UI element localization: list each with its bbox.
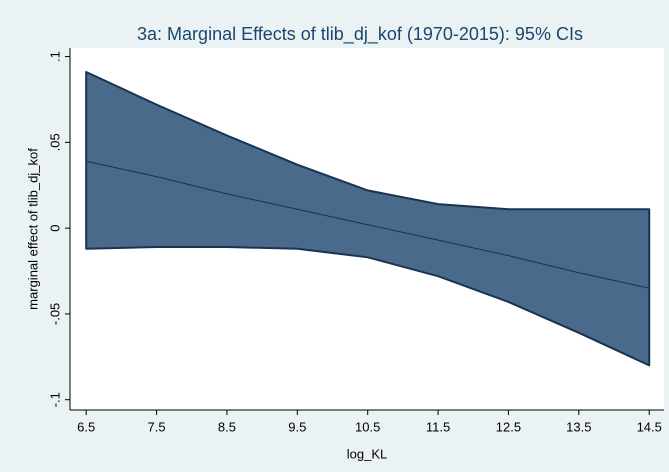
ci-band bbox=[85, 71, 651, 367]
x-tick-label: 8.5 bbox=[218, 419, 236, 434]
x-tick-label: 10.5 bbox=[355, 419, 380, 434]
x-tick-label: 6.5 bbox=[77, 419, 95, 434]
effect-line bbox=[86, 160, 650, 289]
y-tick-label: .05 bbox=[47, 133, 62, 151]
y-tick-label: -.1 bbox=[47, 392, 62, 407]
x-tick-label: 9.5 bbox=[288, 419, 306, 434]
y-tick-label: .1 bbox=[47, 51, 62, 62]
y-tick-label: 0 bbox=[47, 225, 62, 232]
x-axis-label: log_KL bbox=[347, 446, 387, 461]
y-tick-label: -.05 bbox=[47, 303, 62, 325]
x-tick-label: 14.5 bbox=[637, 419, 662, 434]
y-axis-label: marginal effect of tlib_dj_kof bbox=[25, 148, 40, 310]
x-tick-label: 13.5 bbox=[566, 419, 591, 434]
x-tick-label: 12.5 bbox=[496, 419, 521, 434]
x-tick-label: 7.5 bbox=[148, 419, 166, 434]
chart-title: 3a: Marginal Effects of tlib_dj_kof (197… bbox=[137, 24, 583, 45]
x-tick-label: 11.5 bbox=[426, 419, 450, 434]
